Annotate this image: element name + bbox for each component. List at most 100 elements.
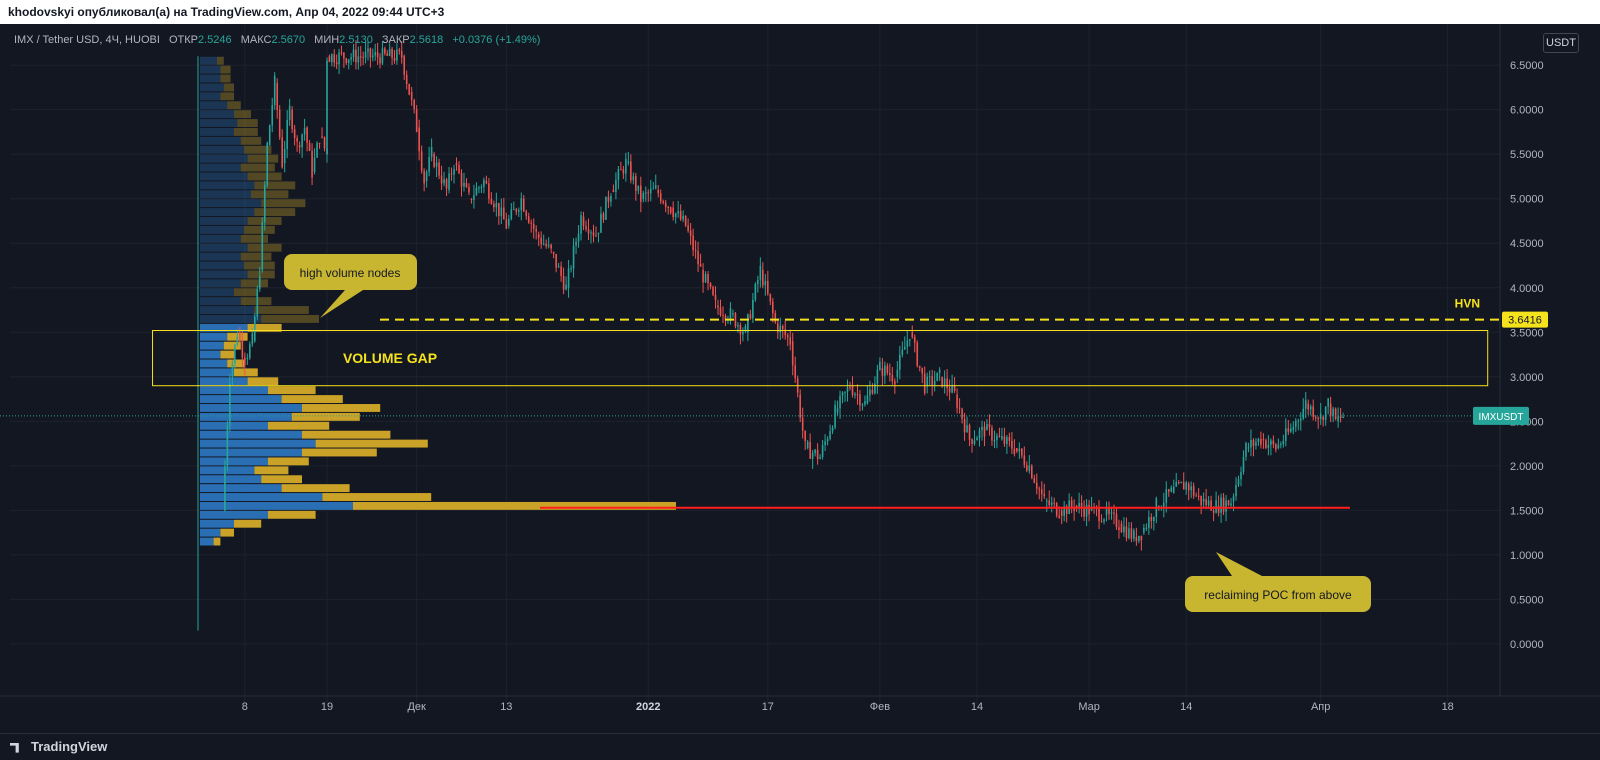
price-chart[interactable]: 6.5000 6.0000 5.5000 5.0000 4.5000 4.0000 3.50… bbox=[0, 24, 1600, 733]
candle-body bbox=[913, 336, 916, 343]
candle-body bbox=[983, 426, 986, 437]
currency-button[interactable]: USDT bbox=[1543, 33, 1579, 53]
candle-body bbox=[889, 373, 891, 376]
candle-body bbox=[906, 340, 909, 347]
candle-body bbox=[679, 211, 682, 220]
candle-body bbox=[1162, 502, 1165, 508]
open-label: ОТКР bbox=[168, 34, 198, 46]
candle-body bbox=[1128, 528, 1130, 539]
candle-body bbox=[590, 232, 592, 234]
candle-body bbox=[532, 223, 535, 230]
candle-body bbox=[1280, 444, 1282, 446]
candle-body bbox=[667, 207, 669, 209]
candle-body bbox=[450, 173, 453, 175]
candle-body bbox=[1058, 515, 1060, 518]
hvn-note-pointer bbox=[320, 290, 363, 318]
candle-body bbox=[562, 275, 565, 290]
volume-profile-down bbox=[247, 243, 282, 252]
candle-body bbox=[871, 389, 874, 394]
candle-body bbox=[819, 457, 821, 459]
volume-profile-up bbox=[200, 136, 241, 145]
x-tick-label: 8 bbox=[242, 701, 248, 713]
candle-body bbox=[1257, 438, 1260, 443]
candle-body bbox=[1075, 505, 1078, 507]
hvn-price-tag bbox=[1502, 311, 1548, 328]
candle-body bbox=[1242, 456, 1245, 473]
candle-body bbox=[714, 294, 717, 301]
candle-body bbox=[762, 269, 764, 286]
volume-profile-up bbox=[200, 439, 316, 448]
candle-body bbox=[724, 315, 727, 320]
candle-body bbox=[1334, 408, 1337, 420]
y-tick-label: 4.5000 bbox=[1510, 238, 1544, 250]
candle-body bbox=[572, 245, 575, 269]
volume-profile-up bbox=[200, 225, 245, 234]
candle-body bbox=[458, 165, 460, 174]
candle-body bbox=[1215, 500, 1217, 513]
x-tick-label: 2022 bbox=[636, 701, 660, 713]
candle-body bbox=[1235, 485, 1237, 497]
candle-body bbox=[968, 425, 971, 440]
candle-body bbox=[1329, 403, 1332, 416]
candle-body bbox=[1065, 506, 1068, 515]
candle-body bbox=[376, 52, 379, 58]
candle-body bbox=[500, 207, 503, 216]
candle-body bbox=[799, 394, 801, 418]
change-value: +0.0376 (+1.49%) bbox=[452, 34, 541, 46]
volume-profile-up bbox=[200, 404, 302, 412]
candle-body bbox=[298, 145, 301, 148]
candle-body bbox=[697, 251, 699, 265]
candle-body bbox=[587, 229, 590, 234]
candle-body bbox=[1220, 497, 1222, 513]
candle-body bbox=[719, 307, 722, 316]
candle-body bbox=[894, 381, 896, 385]
candle-body bbox=[493, 203, 495, 208]
candle-body bbox=[343, 52, 345, 59]
candle-body bbox=[774, 313, 777, 323]
y-tick-label: 2.0000 bbox=[1510, 461, 1544, 473]
candle-body bbox=[508, 218, 510, 226]
hvn-label: HVN bbox=[1455, 297, 1480, 311]
candle-body bbox=[707, 274, 709, 284]
candle-body bbox=[1180, 482, 1183, 484]
candle-body bbox=[824, 441, 826, 446]
candle-body bbox=[891, 375, 894, 382]
volume-profile-down bbox=[244, 145, 272, 154]
volume-profile-up bbox=[200, 163, 241, 172]
candle-body bbox=[978, 430, 981, 438]
candle-body bbox=[607, 196, 610, 202]
tradingview-logo[interactable]: TradingView bbox=[10, 739, 107, 754]
candle-body bbox=[1222, 497, 1225, 512]
candle-body bbox=[620, 169, 622, 171]
volume-profile-down bbox=[234, 110, 251, 119]
volume-profile-down bbox=[227, 101, 241, 110]
volume-profile-down bbox=[234, 368, 258, 377]
x-tick-label: 17 bbox=[762, 701, 774, 713]
volume-profile-up bbox=[200, 537, 214, 546]
candle-body bbox=[652, 188, 655, 190]
candle-body bbox=[1125, 526, 1128, 539]
candle-body bbox=[400, 50, 403, 58]
candle-body bbox=[445, 179, 448, 189]
volume-profile-down bbox=[247, 154, 279, 163]
symbol-name[interactable]: IMX / Tether USD, 4Ч, HUOBI bbox=[14, 34, 160, 46]
candle-body bbox=[570, 268, 572, 270]
candle-body bbox=[1210, 500, 1212, 511]
volume-profile-down bbox=[220, 350, 234, 359]
candle-body bbox=[475, 187, 478, 196]
volume-profile-up bbox=[200, 386, 268, 395]
volume-profile-down bbox=[244, 225, 275, 234]
candle-body bbox=[567, 268, 570, 288]
candle-body bbox=[480, 186, 483, 188]
candle-body bbox=[1078, 502, 1080, 507]
candle-body bbox=[1150, 517, 1153, 522]
candle-body bbox=[369, 48, 372, 58]
candle-body bbox=[323, 137, 326, 149]
candle-body bbox=[515, 209, 518, 212]
volume-profile-down bbox=[254, 208, 296, 217]
candle-body bbox=[896, 369, 899, 377]
candle-body bbox=[881, 367, 884, 376]
candle-body bbox=[318, 142, 321, 144]
volume-profile-down bbox=[302, 448, 377, 457]
candle-body bbox=[789, 337, 792, 345]
